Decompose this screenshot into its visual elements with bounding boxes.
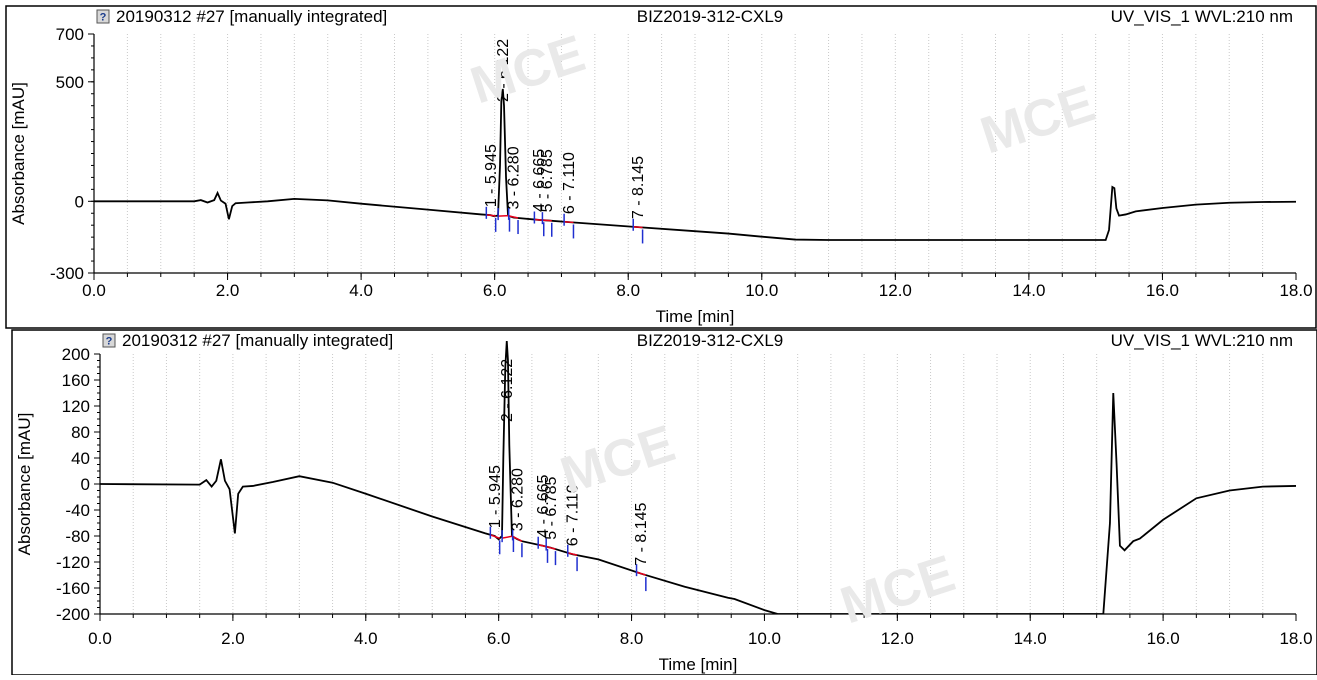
x-tick-label: 12.0 xyxy=(881,629,914,648)
y-tick-label: 500 xyxy=(56,73,84,92)
y-tick-label: -120 xyxy=(56,553,90,572)
x-tick-label: 10.0 xyxy=(748,629,781,648)
x-tick-label: 0.0 xyxy=(88,629,112,648)
y-tick-label: 40 xyxy=(71,449,90,468)
peak-label: 2 - 6.122 xyxy=(499,359,516,422)
peak-label: 5 - 6.785 xyxy=(543,476,560,539)
x-tick-label: 16.0 xyxy=(1146,281,1179,300)
x-tick-label: 6.0 xyxy=(483,281,507,300)
peak-baseline xyxy=(486,215,495,216)
y-axis-title: Absorbance [mAU] xyxy=(15,413,34,556)
x-tick-label: 8.0 xyxy=(620,629,644,648)
peak-label: 5 - 6.785 xyxy=(539,149,556,212)
question-icon-glyph: ? xyxy=(100,12,107,24)
peak-baseline xyxy=(633,227,642,228)
peak-baseline xyxy=(637,572,646,575)
y-tick-label: 700 xyxy=(56,25,84,44)
x-tick-label: 0.0 xyxy=(82,281,106,300)
channel-name: UV_VIS_1 WVL:210 nm xyxy=(1111,331,1293,350)
question-icon: ? xyxy=(103,334,115,348)
x-axis-title: Time [min] xyxy=(656,307,735,326)
y-axis-title: Absorbance [mAU] xyxy=(9,82,28,225)
peak-label: 3 - 6.280 xyxy=(505,146,522,209)
y-tick-label: 160 xyxy=(62,371,90,390)
project-name: BIZ2019-312-CXL9 xyxy=(637,7,783,26)
panel-frame xyxy=(6,6,1316,328)
x-tick-label: 8.0 xyxy=(616,281,640,300)
y-tick-label: -160 xyxy=(56,579,90,598)
y-tick-label: -40 xyxy=(65,501,90,520)
x-tick-label: 6.0 xyxy=(487,629,511,648)
peak-label: 1 - 5.945 xyxy=(487,465,504,528)
y-tick-label: 0 xyxy=(81,475,90,494)
y-tick-label: -80 xyxy=(65,527,90,546)
peak-baseline xyxy=(564,222,573,223)
peak-baseline xyxy=(502,536,513,538)
x-tick-label: 14.0 xyxy=(1012,281,1045,300)
peak-label: 6 - 7.110 xyxy=(561,152,578,214)
x-tick-label: 4.0 xyxy=(354,629,378,648)
x-tick-label: 10.0 xyxy=(745,281,778,300)
question-icon-glyph: ? xyxy=(106,336,113,348)
x-axis-title: Time [min] xyxy=(659,655,738,674)
x-tick-label: 12.0 xyxy=(879,281,912,300)
y-tick-label: 200 xyxy=(62,345,90,364)
y-tick-label: 80 xyxy=(71,423,90,442)
peak-label: 3 - 6.280 xyxy=(509,468,526,531)
y-tick-label: -300 xyxy=(50,264,84,283)
x-tick-label: 18.0 xyxy=(1279,281,1312,300)
x-tick-label: 16.0 xyxy=(1147,629,1180,648)
question-icon: ? xyxy=(97,10,109,24)
peak-label: 7 - 8.145 xyxy=(630,156,647,219)
chromatogram-panel-2: ? 20190312 #27 [manually integrated] BIZ20… xyxy=(12,330,1317,675)
sample-name: 20190312 #27 [manually integrated] xyxy=(122,331,393,350)
project-name: BIZ2019-312-CXL9 xyxy=(637,331,783,350)
peak-baseline xyxy=(542,220,551,221)
y-tick-label: 0 xyxy=(75,192,84,211)
peak-label: 6 - 7.110 xyxy=(564,484,581,546)
y-tick-label: -200 xyxy=(56,605,90,624)
chromatogram-panel-1: ? 20190312 #27 [manually integrated] BIZ20… xyxy=(6,6,1316,328)
x-tick-label: 18.0 xyxy=(1279,629,1312,648)
peak-label: 1 - 5.945 xyxy=(483,144,500,207)
y-tick-label: 120 xyxy=(62,397,90,416)
sample-name: 20190312 #27 [manually integrated] xyxy=(116,7,387,26)
channel-name: UV_VIS_1 WVL:210 nm xyxy=(1111,7,1293,26)
x-tick-label: 2.0 xyxy=(216,281,240,300)
peak-label: 7 - 8.145 xyxy=(633,502,650,565)
peak-label: 2 - 6.122 xyxy=(495,39,512,102)
x-tick-label: 4.0 xyxy=(349,281,373,300)
x-tick-label: 14.0 xyxy=(1014,629,1047,648)
x-tick-label: 2.0 xyxy=(221,629,245,648)
